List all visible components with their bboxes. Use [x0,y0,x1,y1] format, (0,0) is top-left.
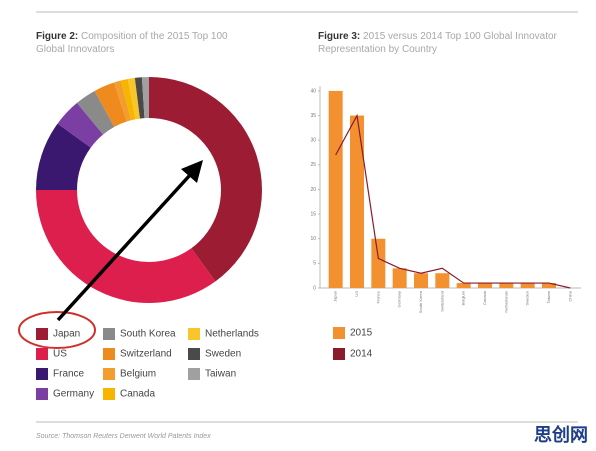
donut-slice [57,102,104,148]
x-tick-label: US [354,291,359,297]
legend-label: Netherlands [205,329,259,340]
bar [456,283,471,288]
legend-swatch [333,348,345,360]
title: Composition of the 2015 Top 100 Global I… [36,31,228,55]
y-tick-label: 35 [310,113,316,119]
bar [371,238,386,288]
line-series [335,113,571,289]
bar [499,283,514,288]
legend-swatch [103,348,115,360]
legend-swatch [188,328,200,340]
donut-slice [149,77,262,282]
legend-label: Japan [53,329,80,340]
donut-slice [134,77,145,119]
x-tick-label: Belgium [461,290,466,305]
x-tick-label: Japan [333,291,338,302]
donut-slice [36,123,91,190]
legend-swatch [333,327,345,339]
x-tick-label: Taiwan [546,291,551,303]
donut-slice [76,90,115,135]
bar [392,268,407,288]
x-tick-label: France [375,290,380,303]
bar [542,283,556,288]
source: Source: Thomson Reuters Derwent World Pa… [36,433,211,440]
bar [435,273,450,288]
legend-swatch [103,368,115,380]
figure-2-title: Figure 2: Composition of the 2015 Top 10… [36,30,236,56]
y-tick-label: 5 [313,261,316,267]
donut-slice [36,190,216,303]
legend-label: Belgium [120,369,156,380]
legend-label: South Korea [120,329,176,340]
legend-swatch [103,328,115,340]
x-tick-label: China [567,290,572,301]
bar [478,283,492,288]
legend-label: 2014 [350,349,373,360]
x-tick-label: Sweden [525,291,530,305]
legend-label: Sweden [205,349,241,360]
y-tick-label: 15 [310,211,316,217]
title: 2015 versus 2014 Top 100 Global Innovato… [318,31,557,55]
legend-swatch [36,368,48,380]
watermark: 思创网 [534,424,588,445]
bar [414,273,428,288]
arrow-shaft [56,173,192,322]
donut-slice [141,77,149,119]
legend-swatch [36,388,48,400]
legend-swatch [103,388,115,400]
x-tick-label: Switzerland [439,291,444,312]
legend-swatch [36,348,48,360]
figure-3-title: Figure 3: 2015 versus 2014 Top 100 Globa… [318,30,558,56]
bar [328,90,343,289]
legend-label: 2015 [350,328,373,339]
donut-slice [120,79,136,121]
legend-label: Taiwan [205,369,236,380]
legend-label: France [53,369,85,380]
legend-label: Switzerland [120,349,172,360]
figure-label: Figure 3: [318,31,361,42]
donut-slice [94,82,127,127]
x-tick-label: Canada [482,290,487,305]
y-tick-label: 30 [310,138,316,144]
y-tick-label: 20 [310,187,316,193]
legend-swatch [188,368,200,380]
legend-swatch [36,328,48,340]
arrow-head [181,160,203,183]
donut-slice [114,80,132,122]
legend-label: Germany [53,389,94,400]
y-tick-label: 10 [310,236,316,242]
x-tick-label: South Korea [418,290,423,313]
y-tick-label: 25 [310,162,316,168]
x-tick-label: Netherlands [503,291,508,313]
y-tick-label: 0 [313,285,316,291]
y-tick-label: 40 [310,88,316,94]
legend-swatch [188,348,200,360]
bar [350,115,364,288]
bar [520,283,535,288]
donut-slice [127,77,140,120]
legend-label: Canada [120,389,155,400]
figure-label: Figure 2: [36,31,79,42]
legend-label: US [53,349,67,360]
highlight-circle [18,311,96,349]
x-tick-label: Germany [397,291,402,307]
